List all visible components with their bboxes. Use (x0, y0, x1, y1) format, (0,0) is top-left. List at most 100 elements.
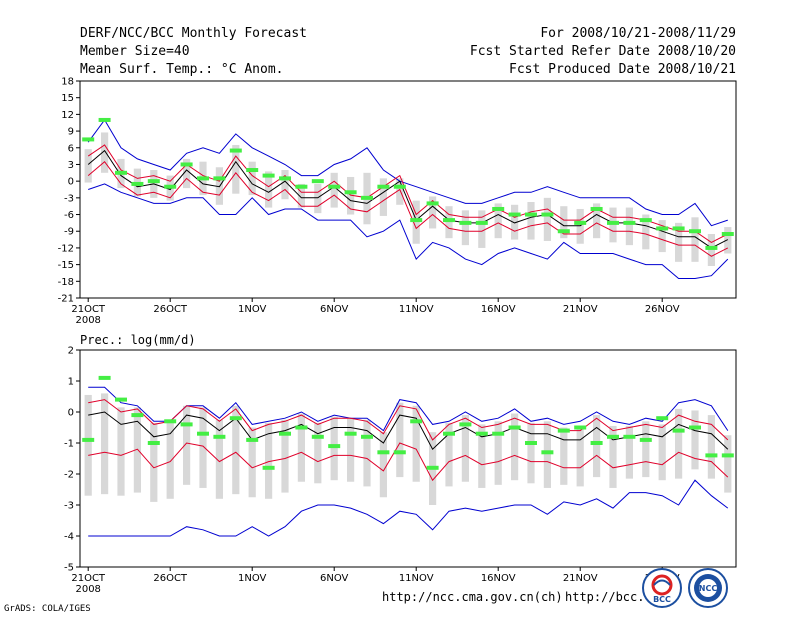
temp-ensemble-box (248, 161, 256, 196)
prec-ensemble-box (215, 419, 224, 499)
variable-label: Mean Surf. Temp.: °C Anom. (80, 62, 284, 77)
prec-ensemble-box (330, 416, 338, 481)
temp-ensemble-box (658, 220, 666, 253)
temp-observed-marker (492, 206, 505, 211)
prec-observed-marker (721, 453, 734, 458)
temp-ensemble-box (412, 200, 420, 244)
temp-ensemble-box (543, 197, 552, 241)
temp-spread-lower-line (87, 160, 729, 257)
temp-xtick-year: 2008 (75, 315, 100, 326)
prec-ytick-label: 0 (68, 408, 74, 419)
temp-ytick-label: 15 (61, 93, 74, 104)
temp-ensemble-box (396, 178, 404, 205)
prec-observed-marker (410, 419, 423, 424)
prec-observed-marker (229, 416, 242, 421)
temp-ensemble-box (592, 203, 601, 239)
prec-observed-marker (361, 434, 373, 439)
temp-xtick-label: 6NOV (320, 304, 349, 315)
temp-ensemble-box (428, 196, 437, 229)
prec-ensemble-box (510, 413, 519, 481)
prec-plot-frame (79, 349, 737, 568)
prec-observed-marker (82, 437, 95, 442)
prec-ensemble-box (412, 405, 420, 482)
temp-upper-envelope-line (87, 118, 728, 227)
temp-ytick-label: 9 (68, 127, 74, 138)
temp-observed-marker (443, 218, 455, 223)
temp-observed-marker (115, 170, 127, 175)
prec-observed-marker (197, 431, 209, 436)
member-size: Member Size=40 (80, 44, 190, 59)
temp-observed-marker (164, 184, 177, 189)
temp-observed-marker (590, 206, 603, 211)
temp-ensemble-box (527, 202, 535, 240)
prec-observed-marker (475, 431, 488, 436)
prec-ensemble-box (560, 427, 568, 485)
prec-observed-marker (262, 465, 275, 470)
forecast-period: For 2008/10/21-2008/11/29 (540, 26, 736, 41)
prec-ensemble-box (707, 415, 716, 479)
prec-observed-marker (377, 450, 390, 455)
temp-observed-marker (656, 226, 669, 231)
temp-observed-marker (705, 245, 718, 250)
temp-observed-marker (311, 179, 324, 184)
temp-xtick-label: 16NOV (481, 304, 516, 315)
prec-observed-marker (164, 419, 177, 424)
ncc-url[interactable]: http://ncc.cma.gov.cn(ch) (382, 590, 563, 604)
temp-ensemble-box (576, 208, 584, 244)
prec-ensemble-box (625, 425, 634, 479)
prec-observed-marker (213, 434, 226, 439)
temp-observed-marker (229, 148, 242, 153)
prec-ytick-label: 1 (68, 377, 74, 388)
temp-ensemble-box (625, 207, 634, 246)
temp-ensemble-box (297, 183, 306, 208)
temp-ytick-label: -6 (64, 210, 74, 221)
prec-ensemble-box (494, 421, 502, 485)
chart-title: DERF/NCC/BCC Monthly Forecast (80, 26, 307, 41)
temp-observed-marker (279, 176, 291, 181)
temp-observed-marker (377, 184, 390, 189)
temp-ensemble-box (674, 222, 683, 262)
prec-observed-marker (656, 416, 669, 421)
prec-observed-marker (246, 437, 259, 442)
prec-ensemble-box (527, 422, 535, 484)
temp-ensemble-box (510, 204, 519, 240)
prec-ensemble-box (379, 432, 388, 498)
prec-observed-marker (607, 434, 619, 439)
temp-observed-marker (672, 226, 685, 231)
grads-credit: GrADS: COLA/IGES (4, 604, 91, 614)
temp-observed-marker (344, 190, 357, 195)
prec-ensemble-box (461, 415, 470, 482)
prec-xtick-label: 21OCT (71, 573, 106, 584)
prec-ensemble-box (84, 394, 92, 496)
prec-spread-upper-line (88, 399, 729, 441)
temp-observed-marker (82, 137, 95, 142)
temp-ytick-label: -3 (64, 193, 74, 204)
prec-observed-marker (508, 425, 521, 430)
temp-ensemble-box (232, 144, 240, 194)
temp-xtick-label: 26OCT (153, 304, 188, 315)
prec-ensemble-box (674, 408, 683, 479)
temp-ytick-label: -15 (58, 260, 74, 271)
temp-observed-marker (328, 184, 341, 189)
prec-observed-marker (590, 441, 603, 445)
prec-ensemble-box (724, 435, 732, 493)
prec-observed-marker (98, 375, 111, 380)
temp-ensemble-box (494, 203, 502, 239)
prec-ytick-label: -5 (64, 563, 74, 574)
temp-observed-marker (180, 162, 193, 167)
temp-observed-marker (98, 117, 111, 122)
prec-ensemble-box (396, 402, 404, 478)
temp-ensemble-box (84, 149, 92, 183)
prec-ensemble-box (281, 419, 289, 493)
temp-ytick-label: 3 (68, 160, 74, 171)
ncc-logo: NCC (688, 568, 728, 608)
temp-ytick-label: 18 (61, 77, 74, 88)
temp-ensemble-box (346, 176, 355, 215)
prec-observed-marker (279, 431, 291, 436)
prec-ytick-label: -1 (64, 439, 74, 450)
prec-ensemble-box (576, 425, 584, 487)
prec-observed-marker (705, 453, 718, 458)
prec-xtick-year: 2008 (75, 584, 100, 595)
bcc-url[interactable]: http://bcc.c (565, 590, 652, 604)
temp-xtick-label: 1NOV (238, 304, 267, 315)
